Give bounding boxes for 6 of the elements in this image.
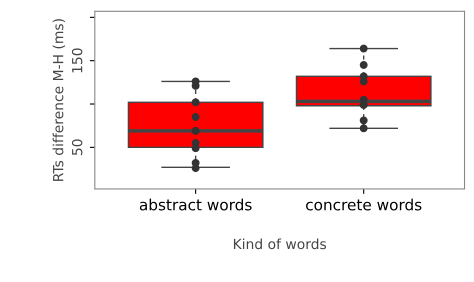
x-axis-title: Kind of words <box>234 238 326 250</box>
x-tick-label: abstract words <box>140 198 252 210</box>
x-tick-label: concrete words <box>306 198 422 210</box>
y-tick-label: 150 <box>72 48 82 72</box>
y-axis-title: RTs difference M-H (ms) <box>52 19 66 181</box>
y-tick-label: 50 <box>72 139 82 156</box>
